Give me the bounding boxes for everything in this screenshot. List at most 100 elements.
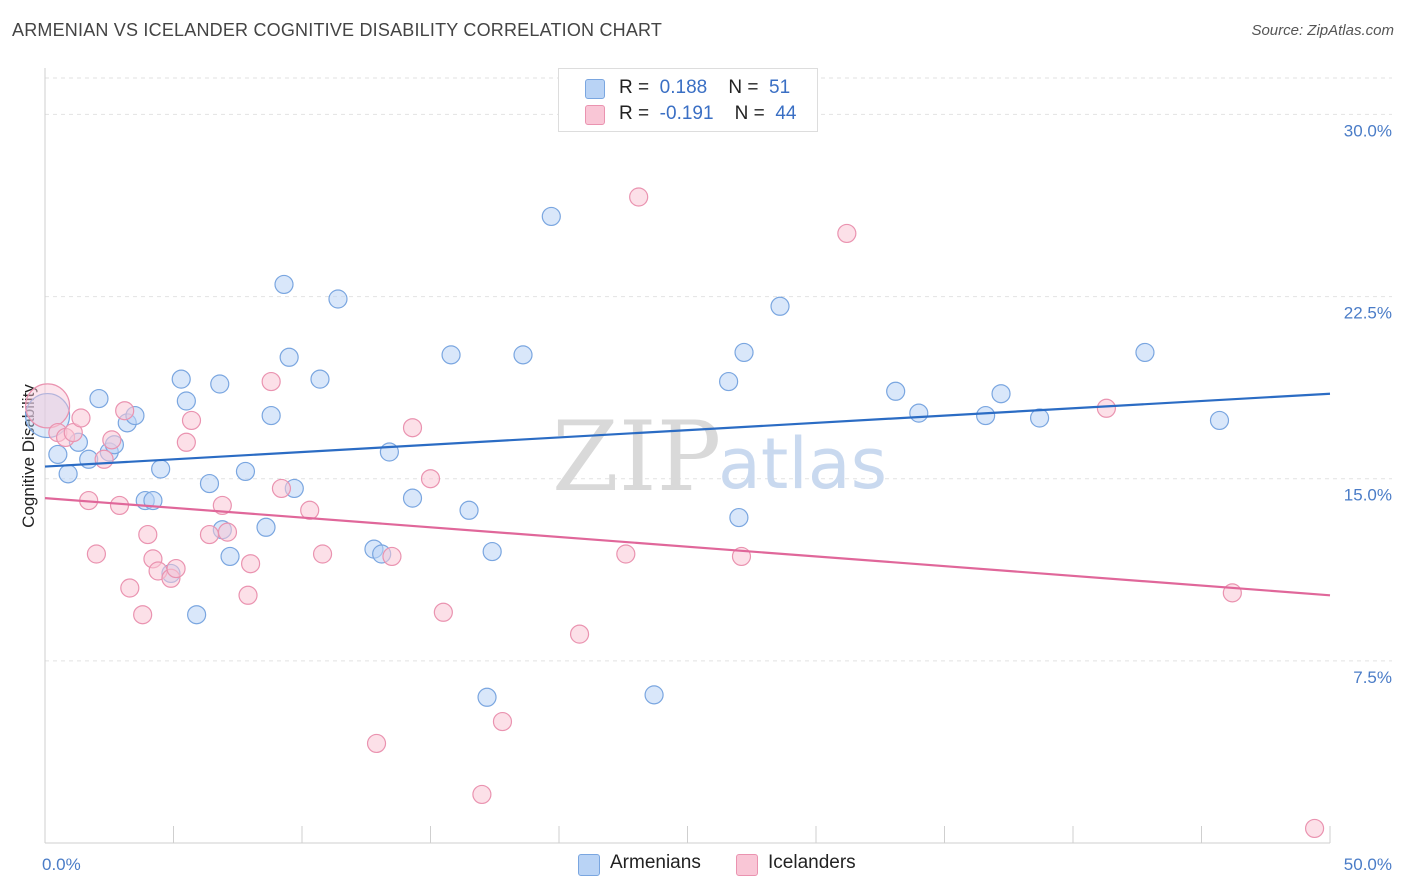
- data-point: [261, 405, 281, 426]
- x-tick-label-start: 0.0%: [42, 855, 81, 874]
- data-point: [328, 289, 348, 309]
- data-point: [541, 206, 561, 227]
- data-point: [210, 374, 230, 394]
- data-point: [472, 784, 492, 805]
- data-point: [382, 546, 402, 567]
- data-point: [238, 585, 258, 605]
- axes: [44, 68, 1331, 844]
- data-point: [402, 418, 423, 438]
- data-point: [171, 369, 191, 389]
- data-point: [459, 500, 479, 520]
- data-point: [89, 388, 109, 409]
- data-point: [133, 605, 153, 625]
- chart-title: ARMENIAN VS ICELANDER COGNITIVE DISABILI…: [12, 20, 663, 40]
- data-point: [420, 469, 441, 489]
- data-point: [58, 464, 78, 484]
- data-point: [115, 401, 135, 421]
- data-point: [1096, 398, 1117, 418]
- data-point: [991, 384, 1011, 404]
- legend-r-label: R =: [619, 103, 650, 124]
- data-point: [886, 381, 906, 401]
- trend-line-icelanders: [44, 497, 1331, 597]
- icelanders-legend-swatch: [736, 854, 758, 876]
- data-point: [48, 444, 68, 465]
- x-tick-label-end: 50.0%: [1344, 855, 1392, 874]
- legend-n-value: 51: [769, 77, 791, 98]
- y-tick-label: 7.5%: [1353, 668, 1392, 687]
- data-point: [513, 345, 533, 365]
- data-point: [212, 495, 232, 516]
- data-point: [199, 524, 220, 545]
- armenians-swatch: [585, 79, 605, 99]
- data-point: [138, 524, 158, 545]
- data-point: [181, 410, 202, 431]
- data-point: [241, 554, 261, 574]
- data-point: [261, 371, 281, 392]
- data-point: [734, 342, 754, 363]
- data-point: [279, 347, 299, 367]
- icelanders-swatch: [585, 105, 605, 125]
- data-point: [187, 605, 207, 625]
- data-point: [312, 544, 333, 564]
- legend-n-value: 44: [775, 103, 797, 124]
- data-point: [729, 507, 749, 528]
- stats-legend: R = 0.188 N = 51 R = -0.191 N = 44: [558, 68, 818, 132]
- data-point: [235, 461, 256, 482]
- y-axis-label: Cognitive Disability: [19, 384, 38, 528]
- watermark-atlas: atlas: [718, 423, 887, 505]
- data-point: [433, 602, 453, 622]
- data-point: [151, 459, 171, 479]
- data-point: [256, 517, 276, 537]
- data-point: [166, 558, 186, 579]
- data-point: [719, 371, 739, 392]
- data-point: [220, 546, 240, 567]
- data-point: [1209, 410, 1230, 431]
- data-point: [86, 544, 107, 564]
- grid-lines: [45, 77, 1392, 662]
- icelanders-legend-label: Icelanders: [768, 852, 856, 873]
- legend-n-label: N =: [734, 103, 765, 124]
- data-point: [217, 522, 238, 542]
- data-point: [310, 369, 330, 389]
- data-point: [402, 488, 423, 508]
- trend-lines: [44, 392, 1331, 597]
- data-point: [94, 449, 114, 469]
- legend-r-label: R =: [619, 77, 650, 98]
- data-point: [629, 187, 649, 207]
- data-point: [1029, 408, 1050, 428]
- data-point: [1135, 342, 1155, 363]
- data-point: [24, 383, 71, 429]
- trend-line-armenians: [44, 392, 1331, 468]
- data-point: [1304, 818, 1325, 839]
- data-point: [199, 473, 220, 494]
- legend-n-label: N =: [728, 77, 759, 98]
- source-label: Source: ZipAtlas.com: [1251, 22, 1394, 39]
- data-point: [616, 544, 636, 564]
- armenians-legend-swatch: [578, 854, 600, 876]
- y-tick-label: 15.0%: [1344, 486, 1392, 505]
- data-point: [441, 345, 461, 365]
- data-point: [176, 391, 196, 411]
- y-tick-label: 22.5%: [1344, 304, 1392, 323]
- data-point: [477, 687, 497, 707]
- data-point: [770, 296, 790, 316]
- y-tick-label: 30.0%: [1344, 121, 1392, 140]
- watermark: ZIP atlas: [552, 401, 887, 513]
- y-tick-labels: 7.5% 15.0% 22.5% 30.0%: [1344, 121, 1392, 686]
- data-point: [976, 405, 996, 426]
- data-point: [482, 541, 502, 562]
- data-point: [271, 478, 292, 499]
- legend-r-value: -0.191: [659, 103, 714, 124]
- data-point: [109, 495, 130, 516]
- data-point: [71, 408, 91, 428]
- data-point: [569, 624, 590, 644]
- x-tick-labels: 0.0% 50.0%: [42, 855, 1392, 874]
- data-point: [909, 403, 929, 423]
- data-point: [492, 711, 513, 732]
- series-icelanders-points: [24, 187, 1325, 839]
- watermark-zip: ZIP: [552, 401, 721, 513]
- data-point: [102, 430, 122, 450]
- armenians-legend-label: Armenians: [610, 852, 701, 873]
- legend-r-value: 0.188: [659, 77, 708, 98]
